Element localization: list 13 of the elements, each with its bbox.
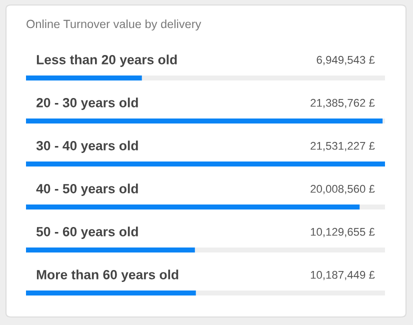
y-tick-label: 30 - 40 years old — [36, 140, 138, 153]
y-tick-label: More than 60 years old — [36, 270, 178, 282]
data-label: 21,385,762 £ — [310, 98, 375, 108]
data-label: 6,949,543 £ — [316, 56, 375, 66]
y-tick-label: 20 - 30 years old — [36, 98, 138, 110]
y-tick-label: 50 - 60 years old — [36, 226, 138, 239]
data-label: 20,008,560 £ — [310, 184, 375, 194]
chart-title: Online Turnover value by delivery — [26, 20, 202, 30]
data-label: 10,129,655 £ — [310, 228, 375, 238]
data-label: 10,187,449 £ — [310, 270, 375, 280]
y-tick-label: 40 - 50 years old — [36, 184, 138, 196]
y-tick-label: Less than 20 years old — [36, 54, 177, 67]
data-label: 21,531,227 £ — [310, 142, 375, 152]
